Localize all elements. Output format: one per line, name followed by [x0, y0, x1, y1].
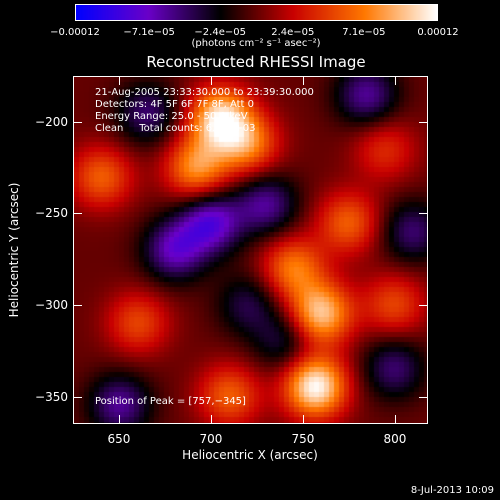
x-tick-mark [302, 77, 304, 85]
annotation-detectors: Detectors: 4F 5F 6F 7F 8F, Att 0 [95, 99, 255, 110]
y-tick-mark [74, 121, 82, 123]
y-tick-mark [419, 304, 427, 306]
colorbar-tick-label: −2.4e−05 [194, 27, 246, 38]
x-tick-mark [394, 77, 396, 85]
colorbar-tick-label: 7.1e−05 [342, 27, 386, 38]
x-tick-mark [118, 415, 120, 423]
heatmap-image [74, 77, 427, 423]
x-tick-mark [394, 415, 396, 423]
colorbar-tick-label: −7.1e−05 [123, 27, 175, 38]
colorbar-tick-label: 2.4e−05 [271, 27, 315, 38]
y-tick-mark [74, 396, 82, 398]
y-tick-label: −300 [35, 297, 68, 312]
y-tick-label: −350 [35, 389, 68, 404]
colorbar [75, 4, 438, 21]
y-tick-label: −200 [35, 114, 68, 129]
y-tick-mark [419, 121, 427, 123]
x-tick-mark [210, 77, 212, 85]
chart-title: Reconstructed RHESSI Image [146, 53, 366, 71]
colorbar-unit-label: (photons cm⁻² s⁻¹ asec⁻²) [191, 38, 321, 49]
x-tick-label: 750 [291, 432, 315, 446]
y-tick-mark [419, 213, 427, 215]
x-tick-label: 700 [199, 432, 223, 446]
annotation-time-range: 21‑Aug‑2005 23:33:30.000 to 23:39:30.000 [95, 87, 314, 98]
colorbar-tick-label: −0.00012 [50, 27, 100, 38]
x-tick-mark [118, 77, 120, 85]
x-tick-mark [302, 415, 304, 423]
annotation-peak: Position of Peak = [757,−345] [95, 396, 246, 407]
x-tick-label: 650 [107, 432, 131, 446]
x-axis-label: Heliocentric X (arcsec) [182, 448, 318, 462]
y-tick-mark [74, 213, 82, 215]
y-tick-label: −250 [35, 206, 68, 221]
y-tick-mark [419, 396, 427, 398]
colorbar-tick-label: 0.00012 [417, 27, 459, 38]
x-tick-mark [210, 415, 212, 423]
plot-frame [73, 76, 428, 424]
x-tick-label: 800 [383, 432, 407, 446]
y-tick-mark [74, 304, 82, 306]
annotation-method: Clean Total counts: 6.56E+03 [95, 123, 256, 134]
y-axis-label: Heliocentric Y (arcsec) [7, 182, 21, 318]
footer-date: 8‑Jul‑2013 10:09 [410, 485, 494, 496]
annotation-energy: Energy Range: 25.0 ‑ 50.0 keV [95, 111, 248, 122]
